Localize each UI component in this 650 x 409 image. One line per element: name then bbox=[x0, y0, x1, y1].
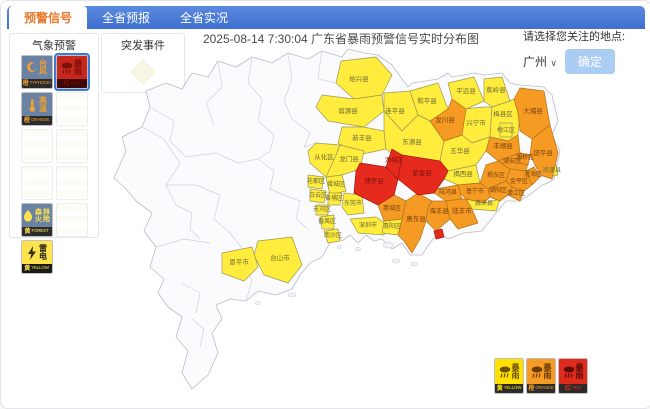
map-region-龙川县[interactable] bbox=[429, 98, 467, 142]
island bbox=[255, 301, 261, 305]
signal-icon-placeholder bbox=[55, 129, 88, 163]
county-border-line bbox=[283, 52, 293, 120]
map-region-花都区[interactable] bbox=[307, 174, 325, 190]
thermo-icon bbox=[29, 98, 36, 112]
city-select[interactable]: 广州 ∨ bbox=[523, 53, 557, 70]
signal-icon-placeholder bbox=[20, 129, 53, 163]
map-region-番禺区[interactable] bbox=[319, 214, 335, 230]
map-region-白云区[interactable] bbox=[309, 188, 327, 204]
emergency-panel-title[interactable]: 突发事件 bbox=[121, 40, 165, 52]
county-border-line bbox=[291, 118, 317, 148]
rain-icon bbox=[499, 366, 510, 378]
island bbox=[391, 258, 401, 264]
fire-icon bbox=[24, 209, 32, 221]
map-region-unnamed[interactable] bbox=[433, 228, 445, 240]
tab-warning-signals[interactable]: 预警信号 bbox=[9, 6, 88, 29]
confirm-button[interactable]: 确定 bbox=[564, 49, 615, 74]
map-region-天河区[interactable] bbox=[315, 204, 329, 216]
map-region-南沙区[interactable] bbox=[323, 228, 341, 244]
county-border-line bbox=[257, 120, 275, 160]
signal-icon-暴雨黄色预警[interactable]: 暴雨黄 YELLOW bbox=[494, 358, 524, 394]
signal-icon-暴雨红色预警[interactable]: 暴雨红 RED bbox=[53, 53, 90, 91]
island bbox=[336, 245, 342, 249]
rain-icon bbox=[61, 62, 73, 74]
signal-icon-placeholder bbox=[55, 203, 88, 237]
signal-icon-暴雨红色预警[interactable]: 暴雨红 RED bbox=[558, 358, 588, 394]
map-region-惠东县[interactable] bbox=[397, 192, 433, 254]
county-border-line bbox=[195, 184, 231, 234]
map-region-湘桥区[interactable] bbox=[519, 152, 531, 166]
island bbox=[287, 292, 297, 298]
map-region-陆丰市[interactable] bbox=[445, 198, 479, 230]
map-legend: 暴雨黄 YELLOW 暴雨橙 ORANGE 暴雨红 RED bbox=[494, 358, 588, 394]
weather-panel-title[interactable]: 气象预警 bbox=[32, 40, 76, 52]
island bbox=[410, 261, 418, 267]
map-region-梅江区[interactable] bbox=[499, 122, 513, 138]
weather-warning-panel: 气象预警 台风橙 TYPHOON 高温橙 ORANGE 森林火险黄 FOREST 雷电黄 YE… bbox=[9, 33, 99, 274]
location-picker-label: 请选择您关注的地点: bbox=[523, 31, 626, 43]
island bbox=[355, 246, 361, 252]
map-region-黄埔区[interactable] bbox=[327, 192, 343, 206]
county-border-line bbox=[149, 106, 187, 158]
signal-icon-台风橙色预警[interactable]: 台风橙 TYPHOON bbox=[20, 55, 53, 89]
county-border-line bbox=[205, 60, 223, 126]
tab-province-live[interactable]: 全省实况 bbox=[180, 11, 229, 25]
map-region-源城区[interactable] bbox=[385, 148, 403, 180]
map-region-普宁市[interactable] bbox=[457, 182, 491, 204]
signal-icon-雷电黄色预警[interactable]: 雷电黄 YELLOW bbox=[20, 240, 53, 274]
chevron-down-icon: ∨ bbox=[550, 58, 557, 68]
signal-icon-list: 台风橙 TYPHOON 高温橙 ORANGE 森林火险黄 FOREST 雷电黄 YELLOW 暴… bbox=[10, 53, 98, 274]
county-border-line bbox=[175, 204, 201, 240]
tab-province-forecast[interactable]: 全省预报 bbox=[102, 11, 151, 25]
map-region-恩平市[interactable] bbox=[221, 246, 259, 282]
island bbox=[382, 241, 394, 249]
map-region-平远县[interactable] bbox=[447, 76, 485, 110]
map-region-紫金县[interactable] bbox=[397, 154, 449, 196]
county-border-line bbox=[181, 282, 201, 314]
county-border-line bbox=[155, 238, 211, 248]
signal-icon-暴雨橙色预警[interactable]: 暴雨橙 ORANGE bbox=[526, 358, 556, 394]
rain-icon bbox=[563, 366, 574, 378]
signal-icon-placeholder bbox=[20, 166, 53, 200]
county-border-line bbox=[317, 50, 337, 84]
county-border-line bbox=[191, 318, 205, 348]
selected-city: 广州 bbox=[523, 55, 548, 69]
rain-icon bbox=[531, 366, 542, 378]
signals-col2: 暴雨红 RED bbox=[53, 53, 90, 274]
map-region-翁源县[interactable] bbox=[315, 94, 385, 128]
signals-col1: 台风橙 TYPHOON 高温橙 ORANGE 森林火险黄 FOREST 雷电黄 YELLOW bbox=[20, 55, 53, 274]
county-border-line bbox=[283, 194, 309, 230]
location-picker: 请选择您关注的地点: 广州 ∨ 确定 bbox=[523, 28, 641, 74]
map-title: 2025-08-14 7:30:04 广东省暴雨预警信号实时分布图 bbox=[202, 32, 480, 46]
map-region-增城区[interactable] bbox=[325, 174, 347, 196]
county-border-line bbox=[141, 126, 181, 206]
signal-icon-森林火险黄色预警[interactable]: 森林火险黄 FOREST bbox=[20, 203, 53, 237]
county-border-line bbox=[185, 152, 259, 164]
county-border-line bbox=[257, 158, 285, 196]
top-nav-bar: 预警信号 全省预报 全省实况 bbox=[7, 6, 645, 29]
signal-icon-placeholder bbox=[55, 166, 88, 200]
signal-icon-placeholder bbox=[55, 92, 88, 126]
emergency-events-panel: 突发事件 bbox=[101, 33, 185, 93]
county-border-line bbox=[247, 56, 263, 122]
typhoon-icon bbox=[27, 61, 37, 72]
bolt-icon bbox=[28, 245, 36, 260]
signal-icon-高温橙色预警[interactable]: 高温橙 ORANGE bbox=[20, 92, 53, 126]
